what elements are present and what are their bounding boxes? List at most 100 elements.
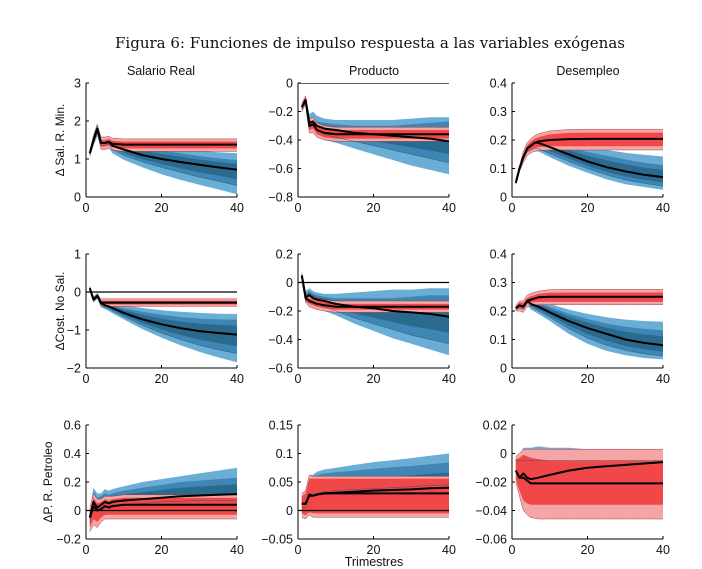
x-tick-label: 20: [367, 543, 381, 557]
y-tick-label: 1: [74, 248, 81, 262]
red-median-line: [300, 99, 449, 136]
x-tick-label: 20: [155, 543, 169, 557]
red-band-inner: [515, 454, 663, 505]
y-tick-label: 0.1: [276, 447, 293, 461]
x-tick-label: 0: [509, 201, 516, 215]
y-tick-label: 0: [286, 77, 293, 91]
y-tick-label: 0.1: [490, 162, 507, 176]
y-tick-label: 0.3: [490, 276, 507, 290]
x-tick-label: 0: [295, 543, 302, 557]
blue-band-edge: [515, 148, 663, 187]
subplot-r1-c2: 0 20 40 0 0.1 0.2 0.3 0.4: [490, 248, 670, 387]
red-band-edge: [89, 124, 237, 152]
red-band-inner: [515, 132, 663, 184]
column-title-desempleo: Desempleo: [556, 64, 619, 78]
blue-band-inner: [89, 126, 237, 180]
plot-area: [298, 453, 449, 520]
row-label-sal-r-min: Δ Sal. R. Min.: [53, 104, 67, 177]
red-band-edge: [515, 129, 663, 182]
y-tick-label: 0.2: [490, 134, 507, 148]
y-tick-label: 0.3: [490, 105, 507, 119]
plot-area: [298, 83, 449, 175]
red-band-inner: [301, 478, 449, 516]
y-tick-label: −0.04: [475, 504, 507, 518]
x-tick-label: 40: [442, 543, 456, 557]
row-label-cost-no-sal: ΔCost. No Sal.: [53, 272, 67, 351]
red-median-line: [514, 137, 663, 184]
y-tick-label: −0.2: [268, 105, 293, 119]
subplot-r1-c1: 0 20 40 −0.6 −0.4 −0.2 0 0.2: [268, 248, 456, 387]
y-tick-label: −0.06: [475, 533, 507, 547]
blue-median-line: [514, 461, 663, 481]
x-tick-label: 40: [442, 201, 456, 215]
subplot-r0-c1: 0 20 40 −0.8 −0.6 −0.4 −0.2 0: [268, 77, 456, 216]
row-label-p-r-petroleo: ΔP. R. Petroleo: [41, 441, 55, 522]
plot-area: [515, 289, 663, 360]
red-band-edge: [515, 304, 663, 313]
red-median-line: [88, 287, 237, 304]
y-tick-label: −0.2: [268, 305, 293, 319]
y-tick-label: 3: [74, 77, 81, 91]
y-tick-label: 0.4: [490, 248, 507, 262]
blue-median-line: [300, 275, 449, 318]
x-tick-label: 0: [509, 543, 516, 557]
x-axis-label-trimestres: Trimestres: [345, 555, 404, 569]
red-band-edge: [515, 289, 663, 306]
subplot-r2-c2: 0 20 40 −0.06 −0.04 −0.02 0 0.02: [475, 419, 670, 558]
column-title-salario-real: Salario Real: [127, 64, 195, 78]
blue-median-line: [88, 493, 237, 518]
plot-area: [514, 129, 663, 190]
y-tick-label: 0: [74, 191, 81, 205]
blue-band-edge: [301, 102, 449, 163]
blue-band-edge: [301, 276, 449, 344]
red-median-line: [88, 127, 237, 154]
x-tick-label: 40: [656, 543, 670, 557]
y-tick-label: 0.05: [269, 476, 293, 490]
y-tick-label: −2: [67, 362, 81, 376]
x-tick-label: 40: [230, 372, 244, 386]
red-median-line: [300, 275, 449, 308]
y-tick-label: 0: [500, 447, 507, 461]
red-median-line: [301, 492, 449, 505]
red-band-edge: [515, 149, 663, 185]
plot-area: [88, 122, 237, 195]
y-tick-label: −0.02: [475, 476, 507, 490]
y-tick-label: −0.6: [268, 362, 293, 376]
x-tick-label: 20: [581, 372, 595, 386]
x-tick-label: 0: [83, 372, 90, 386]
red-median-line: [88, 503, 237, 518]
red-band-edge: [515, 481, 663, 520]
blue-band-edge: [515, 302, 663, 357]
x-tick-label: 20: [367, 372, 381, 386]
y-tick-label: 0: [286, 504, 293, 518]
red-median-line: [514, 470, 663, 485]
subplot-r0-c0: 0 20 40 0 1 2 3: [74, 77, 244, 216]
y-tick-label: 0: [286, 276, 293, 290]
x-tick-label: 40: [230, 543, 244, 557]
x-tick-label: 0: [295, 372, 302, 386]
y-tick-label: 1: [74, 153, 81, 167]
y-tick-label: 0.2: [276, 248, 293, 262]
red-band-edge: [301, 475, 449, 494]
x-tick-label: 20: [367, 201, 381, 215]
red-band-edge: [301, 514, 449, 520]
x-tick-label: 20: [581, 201, 595, 215]
red-band-edge: [301, 104, 449, 142]
red-band-edge: [515, 449, 663, 457]
x-tick-label: 40: [442, 372, 456, 386]
red-band-edge: [89, 286, 237, 299]
red-band-edge: [89, 518, 237, 532]
x-tick-label: 40: [230, 201, 244, 215]
x-tick-label: 20: [155, 372, 169, 386]
subplot-r1-c0: 0 20 40 −2 −1 0 1: [67, 248, 244, 387]
y-tick-label: −0.05: [261, 533, 293, 547]
x-tick-label: 20: [581, 543, 595, 557]
figure-title: Figura 6: Funciones de impulso respuesta…: [115, 34, 625, 52]
x-tick-label: 0: [83, 201, 90, 215]
x-tick-label: 0: [295, 201, 302, 215]
x-tick-label: 0: [509, 372, 516, 386]
y-tick-label: 0: [74, 286, 81, 300]
